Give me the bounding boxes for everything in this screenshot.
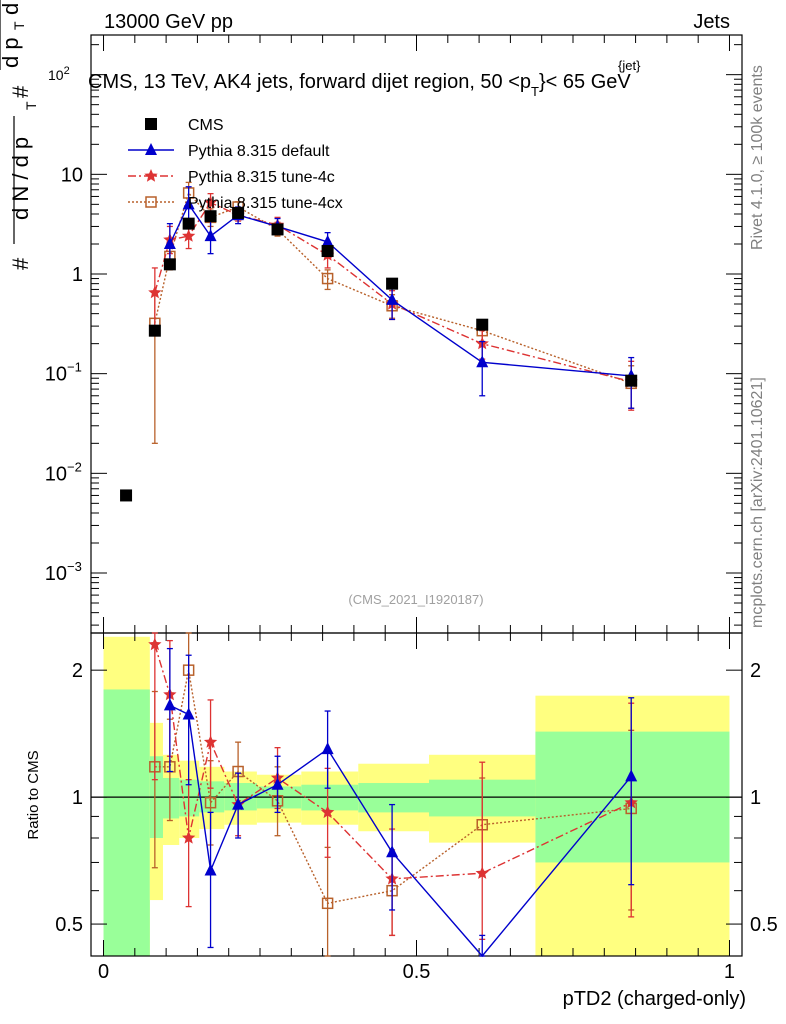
header-left: 13000 GeV pp (104, 11, 233, 33)
main-y-tick-label: 1 (72, 264, 83, 286)
data-marker (120, 489, 133, 502)
svg-text:1: 1 (0, 193, 3, 205)
header-right: Jets (693, 11, 730, 33)
ratio-y-tick-label-right: 1 (750, 787, 761, 809)
svg-text:d N / d p: d N / d p (8, 137, 33, 220)
data-marker (321, 897, 334, 910)
data-marker (232, 797, 245, 810)
data-marker (321, 245, 334, 258)
analysis-id: (CMS_2021_I1920187) (348, 592, 483, 607)
data-marker (321, 272, 334, 285)
title-sup: {jet} (618, 58, 641, 73)
plot-title: 102 CMS, 13 TeV, AK4 jets, forward dijet… (48, 58, 641, 99)
data-marker (204, 210, 217, 223)
title-main: CMS, 13 TeV, AK4 jets, forward dijet reg… (88, 71, 531, 93)
series-line (154, 644, 632, 880)
x-tick-label: 1 (724, 961, 735, 983)
svg-text:T: T (23, 101, 39, 110)
x-tick-label: 0.5 (403, 961, 431, 983)
legend-label: Pythia 8.315 tune-4c (188, 169, 335, 186)
svg-text:#: # (8, 85, 33, 98)
data-marker (182, 197, 195, 210)
svg-text:d p: d p (0, 37, 23, 68)
data-marker (204, 796, 217, 809)
svg-text:d: d (0, 3, 23, 15)
svg-text:#: # (8, 257, 33, 270)
data-marker (203, 195, 218, 209)
legend-label: CMS (188, 117, 224, 134)
data-marker (148, 324, 161, 337)
data-marker (321, 234, 334, 247)
ratio-y-tick-label: 1 (72, 787, 83, 809)
svg-text:102: 102 (48, 65, 70, 83)
legend-label: Pythia 8.315 default (188, 143, 330, 160)
data-marker (271, 777, 284, 790)
ratio-y-tick-label-right: 0.5 (750, 914, 778, 936)
data-marker (148, 285, 162, 299)
data-marker (182, 217, 195, 230)
data-marker (148, 637, 162, 651)
data-marker (476, 318, 489, 331)
side-label-rivet: Rivet 4.1.0, ≥ 100k events (749, 65, 766, 250)
ratio-panel: 0 0.5 1 0.5 0.5 1 1 2 2 (55, 632, 778, 983)
data-marker (145, 143, 157, 155)
data-marker (232, 206, 245, 219)
data-marker (386, 292, 399, 305)
ratio-y-tick-label: 0.5 (55, 914, 83, 936)
x-axis-label: pTD2 (charged-only) (563, 988, 746, 1010)
data-marker (321, 805, 335, 819)
legend: CMS Pythia 8.315 default Pythia 8.315 tune… (128, 117, 343, 212)
data-marker (182, 229, 196, 242)
title-sub: T (531, 84, 539, 99)
ratio-y-tick-label: 2 (72, 660, 83, 682)
data-marker (475, 866, 489, 879)
x-tick-label: 0 (98, 961, 109, 983)
series-line (169, 202, 632, 377)
side-label-mcplots: mcplots.cern.ch [arXiv:2401.10621] (749, 377, 766, 628)
data-marker (321, 742, 334, 755)
main-y-tick-label: 10 (45, 364, 67, 386)
main-panel: 10−310−210−1110102 (45, 34, 743, 634)
data-marker (145, 196, 157, 208)
data-marker (163, 698, 176, 711)
main-y-tick-exponent: −2 (67, 459, 82, 474)
data-marker (625, 374, 638, 387)
main-y-tick-exponent: −3 (67, 559, 82, 574)
ratio-y-axis-label: Ratio to CMS (25, 750, 42, 839)
data-marker (204, 229, 217, 242)
ratio-band-green (103, 689, 150, 956)
main-y-axis-label: # d N / d p T 1 # d p T d # d 2 N λ (0, 0, 39, 270)
main-y-tick-exponent: −1 (67, 360, 82, 375)
data-marker (182, 831, 196, 844)
data-marker (163, 258, 176, 271)
main-y-tick-label: 10 (45, 463, 67, 485)
data-marker (386, 277, 399, 290)
title-end: }< 65 GeV (539, 71, 631, 93)
data-marker (144, 169, 158, 182)
data-marker (271, 223, 284, 236)
main-y-tick-label: 10 (45, 563, 67, 585)
ratio-y-tick-label-right: 2 (750, 660, 761, 682)
data-marker (625, 769, 638, 782)
data-marker (163, 236, 176, 249)
data-marker (145, 118, 157, 130)
data-marker (476, 355, 489, 368)
data-marker (204, 863, 217, 876)
data-marker (386, 845, 399, 858)
main-y-tick-label: 10 (61, 164, 83, 186)
series-line (154, 201, 632, 383)
data-marker (182, 707, 195, 720)
data-marker (203, 735, 218, 748)
svg-text:CMS, 13 TeV, AK4 jets, forward: CMS, 13 TeV, AK4 jets, forward dijet reg… (88, 71, 631, 99)
svg-text:T: T (11, 21, 27, 30)
series-line (154, 670, 632, 905)
ratio-band-green (162, 778, 180, 819)
legend-label: Pythia 8.315 tune-4cx (188, 195, 343, 212)
